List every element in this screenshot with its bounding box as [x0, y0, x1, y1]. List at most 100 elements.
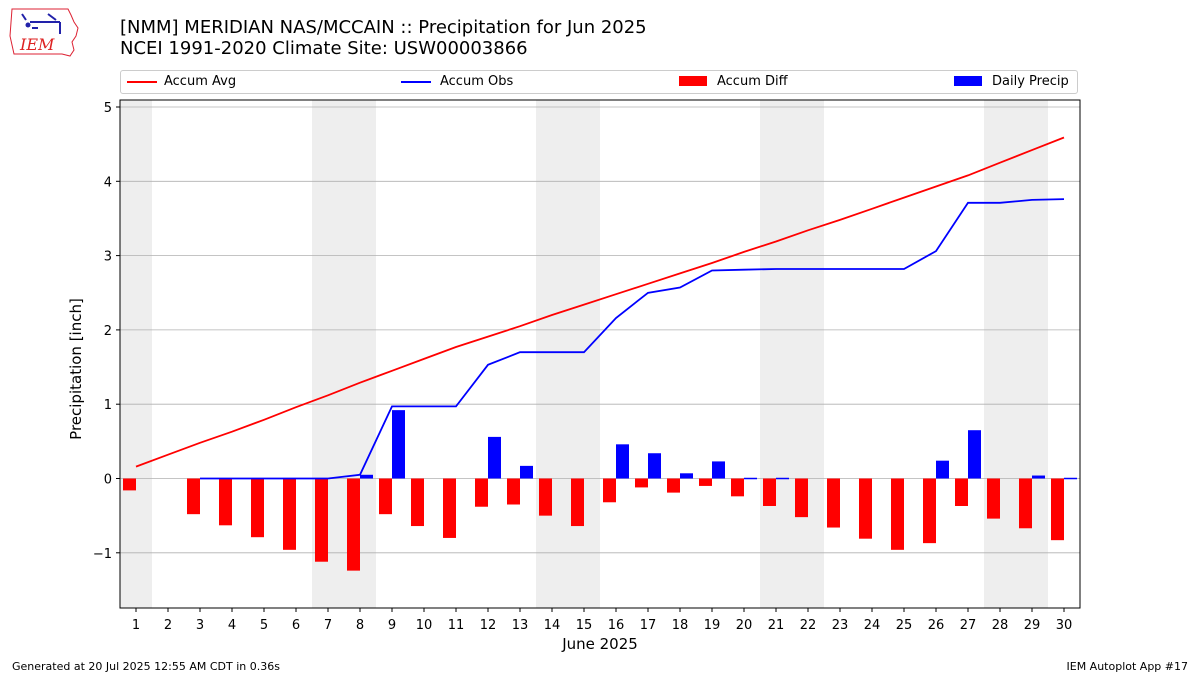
accum-diff-bar — [315, 478, 328, 562]
accum-diff-bar — [635, 478, 648, 488]
x-tick-label: 21 — [768, 618, 785, 633]
x-tick-label: 9 — [388, 618, 396, 633]
accum-diff-bar — [539, 478, 552, 516]
x-tick-label: 24 — [864, 618, 881, 633]
accum-diff-bar — [347, 478, 360, 571]
accum-diff-bar — [923, 478, 936, 544]
x-tick-label: 1 — [132, 618, 140, 633]
accum-diff-bar — [1051, 478, 1064, 541]
x-tick-label: 25 — [896, 618, 913, 633]
legend-swatch-accum-avg — [127, 81, 157, 83]
legend-label-daily-precip: Daily Precip — [992, 74, 1069, 89]
daily-precip-bar — [520, 465, 533, 479]
accum-diff-bar — [219, 478, 232, 526]
x-tick-label: 12 — [480, 618, 497, 633]
x-tick-label: 26 — [928, 618, 945, 633]
x-tick-label: 19 — [704, 618, 721, 633]
footer-generated: Generated at 20 Jul 2025 12:55 AM CDT in… — [12, 660, 280, 673]
chart-title: [NMM] MERIDIAN NAS/MCCAIN :: Precipitati… — [120, 17, 647, 59]
accum-avg-line — [135, 136, 1065, 468]
x-tick-label: 16 — [608, 618, 625, 633]
daily-precip-bar — [712, 461, 725, 479]
weekend-band — [984, 100, 1016, 608]
y-tick-label: 3 — [104, 250, 112, 265]
x-tick-label: 10 — [416, 618, 433, 633]
x-tick-label: 23 — [832, 618, 849, 633]
accum-diff-bar — [763, 478, 776, 506]
daily-precip-bar — [968, 430, 981, 479]
x-tick-label: 3 — [196, 618, 204, 633]
weekend-band — [536, 100, 568, 608]
daily-precip-bar — [392, 410, 405, 479]
x-tick-label: 2 — [164, 618, 172, 633]
accum-diff-bar — [507, 478, 520, 505]
weekend-band — [568, 100, 600, 608]
x-tick-label: 5 — [260, 618, 268, 633]
accum-diff-bar — [411, 478, 424, 527]
y-tick-label: 0 — [104, 473, 112, 488]
accum-diff-bar — [667, 478, 680, 493]
x-tick-label: 20 — [736, 618, 753, 633]
accum-diff-bar — [987, 478, 1000, 519]
y-axis-label: Precipitation [inch] — [67, 298, 85, 440]
logo-text: IEM — [19, 35, 55, 54]
chart-title-line2: NCEI 1991-2020 Climate Site: USW00003866 — [120, 38, 528, 59]
legend-swatch-daily-precip — [954, 76, 982, 86]
accum-diff-bar — [1019, 478, 1032, 529]
daily-precip-bar — [488, 436, 501, 479]
footer-app: IEM Autoplot App #17 — [1066, 660, 1189, 673]
y-tick-label: 1 — [104, 398, 112, 413]
x-tick-label: 30 — [1056, 618, 1073, 633]
accum-diff-bar — [283, 478, 296, 550]
chart-title-line1: [NMM] MERIDIAN NAS/MCCAIN :: Precipitati… — [120, 17, 647, 38]
accum-diff-bar — [795, 478, 808, 518]
iem-iowa-logo-icon: IEM — [9, 8, 79, 57]
weekend-band — [792, 100, 824, 608]
x-tick-label: 29 — [1024, 618, 1041, 633]
accum-obs-line — [200, 198, 1065, 480]
legend-label-accum-diff: Accum Diff — [717, 74, 788, 89]
y-tick-label: 5 — [104, 101, 112, 116]
daily-precip-bar — [360, 474, 373, 479]
y-tick-label: −1 — [93, 547, 112, 562]
legend: Accum Avg Accum Obs Accum Diff Daily Pre… — [120, 70, 1078, 94]
x-tick-label: 7 — [324, 618, 332, 633]
accum-diff-bar — [475, 478, 488, 507]
x-tick-label: 6 — [292, 618, 300, 633]
x-axis-label: June 2025 — [561, 635, 638, 653]
accum-diff-bar — [251, 478, 264, 538]
x-tick-label: 14 — [544, 618, 561, 633]
x-tick-label: 27 — [960, 618, 977, 633]
accum-diff-bar — [731, 478, 744, 497]
weekend-band — [1016, 100, 1048, 608]
y-tick-label: 4 — [104, 175, 112, 190]
y-tick-label: 2 — [104, 324, 112, 339]
plot-frame — [119, 99, 1081, 609]
daily-precip-bar — [744, 477, 757, 480]
legend-swatch-accum-obs — [401, 81, 431, 83]
accum-diff-bar — [955, 478, 968, 506]
legend-label-accum-avg: Accum Avg — [164, 74, 237, 89]
accum-diff-bar — [699, 478, 712, 486]
legend-label-accum-obs: Accum Obs — [440, 74, 514, 89]
daily-precip-bar — [1064, 477, 1077, 480]
legend-swatch-accum-diff — [679, 76, 707, 86]
daily-precip-bar — [1032, 475, 1045, 479]
x-tick-label: 13 — [512, 618, 529, 633]
accum-diff-bar — [891, 478, 904, 550]
daily-precip-bar — [648, 453, 661, 479]
weekend-band — [760, 100, 792, 608]
x-tick-label: 15 — [576, 618, 593, 633]
x-tick-label: 8 — [356, 618, 364, 633]
daily-precip-bar — [936, 460, 949, 479]
x-tick-label: 28 — [992, 618, 1009, 633]
x-tick-label: 22 — [800, 618, 817, 633]
accum-diff-bar — [571, 478, 584, 527]
x-tick-label: 18 — [672, 618, 689, 633]
daily-precip-bar — [616, 444, 629, 479]
daily-precip-bar — [680, 473, 693, 479]
accum-diff-bar — [379, 478, 392, 515]
accum-diff-bar — [443, 478, 456, 538]
weekend-band — [120, 100, 152, 608]
